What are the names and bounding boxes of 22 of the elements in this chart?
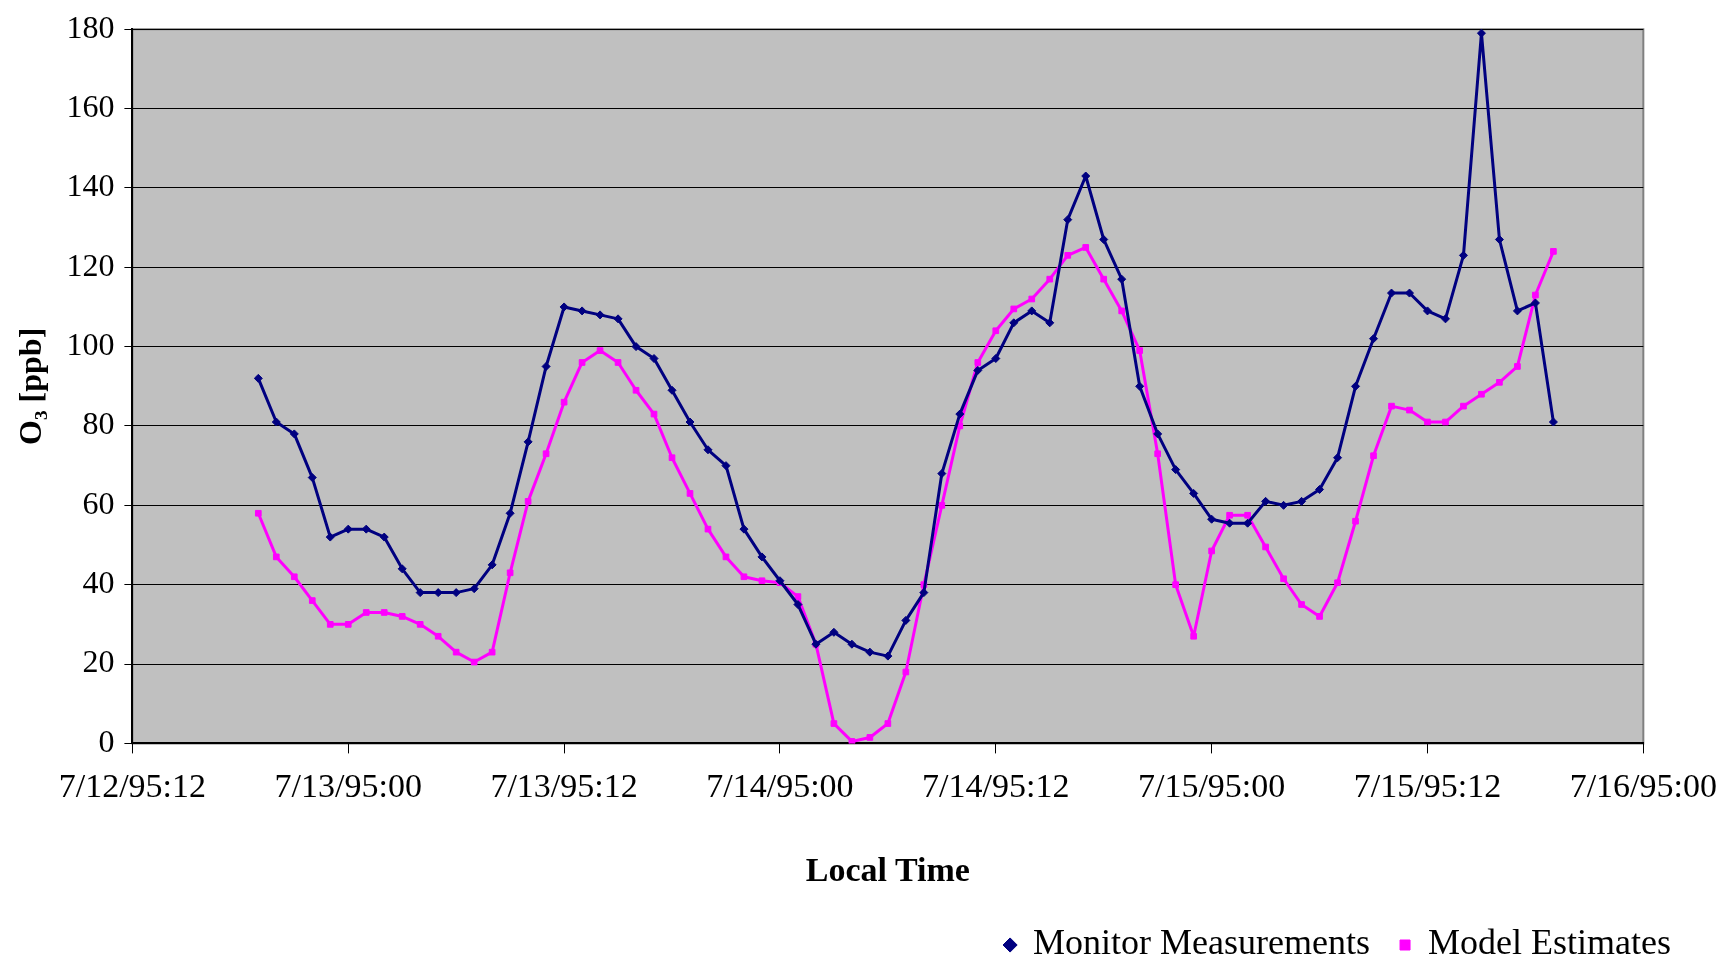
y-tick-label: 180: [66, 8, 115, 45]
y-tick-label: 120: [66, 246, 115, 283]
y-tick-label: 0: [98, 722, 115, 759]
x-tick-label: 7/16/95:00: [1569, 766, 1717, 804]
x-tick-label: 7/15/95:12: [1353, 766, 1502, 804]
y-tick-label: 160: [66, 87, 115, 124]
x-tick-label: 7/12/95:12: [58, 766, 207, 804]
legend-label: Model Estimates: [1428, 922, 1671, 963]
legend-label: Monitor Measurements: [1033, 922, 1371, 963]
x-tick-label: 7/13/95:00: [274, 766, 422, 804]
y-tick-label: 140: [66, 167, 115, 204]
y-tick-label: 60: [82, 484, 115, 521]
x-tick-label: 7/13/95:12: [490, 766, 638, 804]
y-tick-label: 80: [82, 405, 115, 442]
y-tick-label: 40: [82, 564, 115, 601]
y-tick-label: 100: [66, 326, 115, 363]
x-tick-label: 7/15/95:00: [1137, 766, 1286, 804]
y-axis-title: O₃ [ppb]: [12, 327, 49, 445]
x-axis-title: Local Time: [805, 851, 970, 889]
x-tick-label: 7/14/95:12: [922, 766, 1070, 804]
x-tick-label: 7/14/95:00: [706, 766, 854, 804]
y-tick-label: 20: [82, 643, 115, 680]
